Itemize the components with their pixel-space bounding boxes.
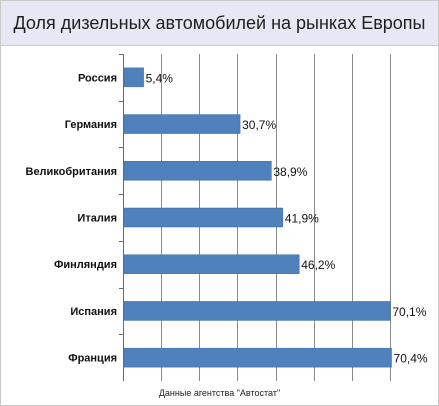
- category-label: Испания: [70, 306, 117, 318]
- bar: [123, 67, 144, 88]
- category-label: Великобритания: [26, 166, 118, 178]
- data-label: 46,2%: [301, 258, 335, 272]
- category-label: Финляндия: [54, 259, 117, 271]
- title-bar: Доля дизельных автомобилей на рынках Евр…: [1, 1, 438, 46]
- data-label: 30,7%: [242, 118, 276, 132]
- chart-title: Доля дизельных автомобилей на рынках Евр…: [13, 13, 426, 33]
- bar: [123, 207, 284, 228]
- category-label: Россия: [78, 72, 117, 84]
- data-label: 70,4%: [394, 352, 428, 366]
- category-label: Германия: [65, 119, 117, 131]
- bar: [123, 347, 392, 368]
- data-label: 70,1%: [392, 305, 426, 319]
- bar: [123, 254, 300, 274]
- data-label: 38,9%: [273, 165, 307, 179]
- bar: [123, 161, 272, 181]
- bar-chart: Россия 5,4% Германия 30,7% Великобритания 38,…: [26, 54, 428, 381]
- data-label: 41,9%: [285, 212, 319, 226]
- bar: [123, 114, 241, 134]
- category-label: Италия: [77, 213, 117, 225]
- bar: [123, 301, 391, 321]
- data-label: 5,4%: [146, 71, 174, 85]
- chart-footer: Данные агентства "Автостат": [158, 388, 281, 398]
- category-label: Франция: [68, 353, 117, 365]
